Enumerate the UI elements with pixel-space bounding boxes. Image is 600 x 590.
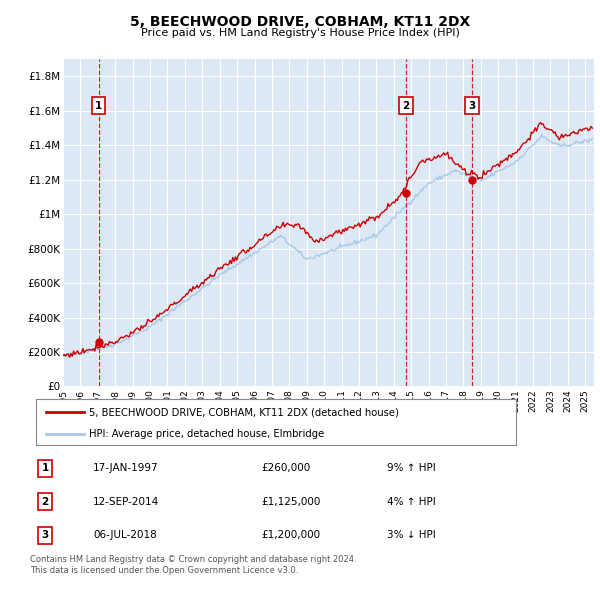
- Text: 17-JAN-1997: 17-JAN-1997: [93, 463, 158, 473]
- Text: 3: 3: [469, 100, 476, 110]
- Text: £1,200,000: £1,200,000: [261, 530, 320, 540]
- Text: £260,000: £260,000: [261, 463, 310, 473]
- Text: 12-SEP-2014: 12-SEP-2014: [93, 497, 159, 507]
- Text: 5, BEECHWOOD DRIVE, COBHAM, KT11 2DX: 5, BEECHWOOD DRIVE, COBHAM, KT11 2DX: [130, 15, 470, 29]
- Text: 5, BEECHWOOD DRIVE, COBHAM, KT11 2DX (detached house): 5, BEECHWOOD DRIVE, COBHAM, KT11 2DX (de…: [89, 407, 398, 417]
- Text: 2: 2: [41, 497, 49, 507]
- Text: HPI: Average price, detached house, Elmbridge: HPI: Average price, detached house, Elmb…: [89, 429, 324, 439]
- Text: 06-JUL-2018: 06-JUL-2018: [93, 530, 157, 540]
- Text: £1,125,000: £1,125,000: [261, 497, 320, 507]
- Text: 9% ↑ HPI: 9% ↑ HPI: [387, 463, 436, 473]
- Text: Price paid vs. HM Land Registry's House Price Index (HPI): Price paid vs. HM Land Registry's House …: [140, 28, 460, 38]
- Text: 4% ↑ HPI: 4% ↑ HPI: [387, 497, 436, 507]
- Text: 1: 1: [95, 100, 102, 110]
- Text: 3% ↓ HPI: 3% ↓ HPI: [387, 530, 436, 540]
- Text: Contains HM Land Registry data © Crown copyright and database right 2024.
This d: Contains HM Land Registry data © Crown c…: [30, 555, 356, 575]
- Text: 1: 1: [41, 463, 49, 473]
- Text: 3: 3: [41, 530, 49, 540]
- Text: 2: 2: [403, 100, 410, 110]
